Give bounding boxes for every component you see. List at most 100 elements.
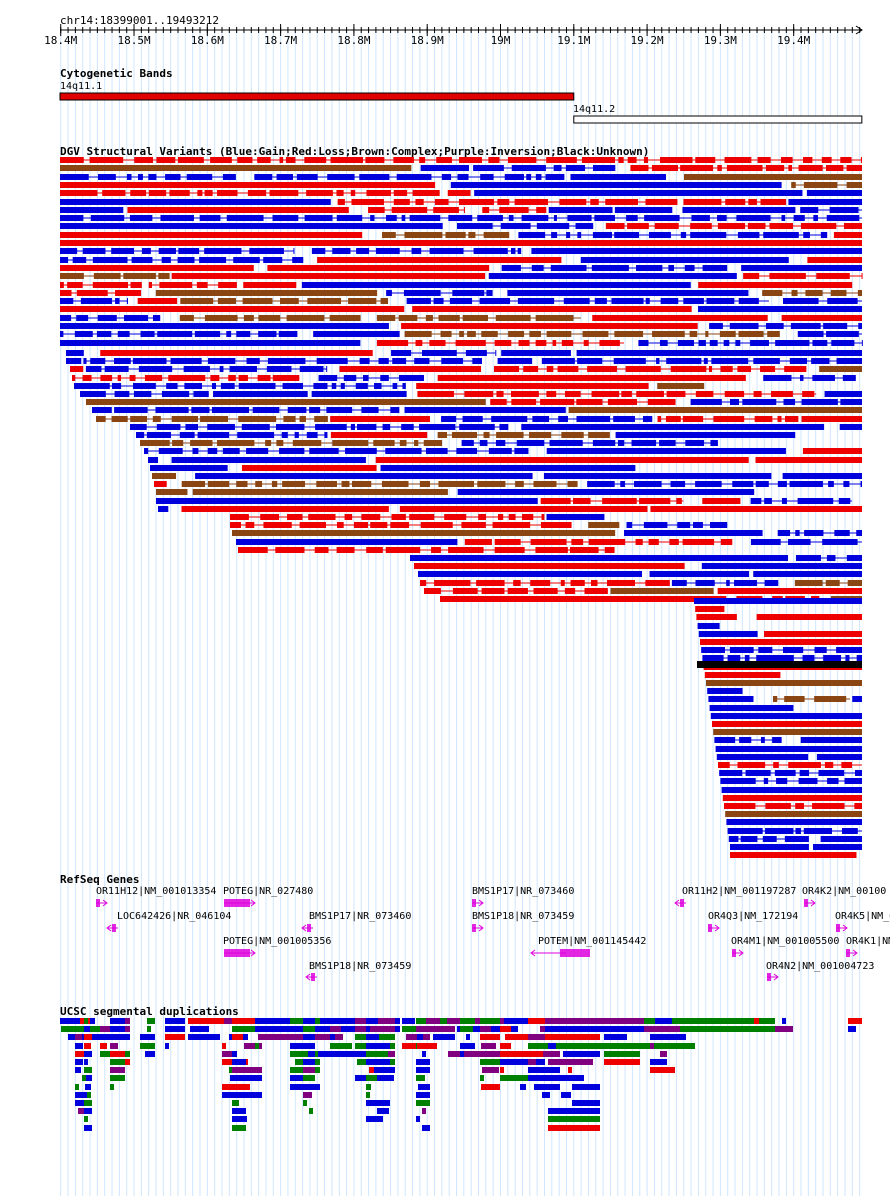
dgv-gain-variant — [802, 655, 815, 661]
segdup-red-feature — [369, 1067, 374, 1073]
dgv-gain-variant — [645, 298, 650, 304]
dgv-loss-variant — [569, 547, 599, 553]
segdup-blue-feature — [416, 1059, 430, 1065]
dgv-gain-variant — [795, 530, 800, 536]
dgv-gain-variant — [193, 391, 209, 397]
strand-arrow-icon — [738, 949, 744, 957]
dgv-gain-variant — [236, 331, 251, 337]
dgv-gain-variant — [480, 174, 494, 180]
dgv-gain-variant — [281, 432, 288, 438]
dgv-complex-variant — [156, 489, 188, 495]
dgv-loss-variant — [592, 315, 768, 321]
gene-label[interactable]: OR4K1|NM — [846, 936, 890, 947]
gene-label[interactable]: BMS1P18|NR_073459 — [309, 961, 412, 972]
segdup-red-feature — [100, 1043, 107, 1049]
dgv-gain-variant — [666, 358, 702, 364]
dgv-gain-variant — [535, 174, 542, 180]
dgv-loss-variant — [361, 514, 381, 520]
dgv-gain-variant — [111, 248, 134, 254]
strand-arrow-icon — [714, 924, 720, 932]
gene-label[interactable]: OR4M1|NM_001005500 — [731, 936, 840, 947]
dgv-complex-variant — [468, 232, 476, 238]
segdup-purple-feature — [416, 1026, 427, 1032]
dgv-complex-variant — [398, 315, 418, 321]
dgv-gain-variant — [592, 440, 616, 446]
gene-label[interactable]: BMS1P17|NR_073460 — [309, 911, 412, 922]
dgv-loss-variant — [559, 199, 587, 205]
segdup-blue-feature — [416, 1092, 430, 1098]
gene-label[interactable]: BMS1P17|NR_073460 — [472, 886, 575, 897]
dgv-gain-variant — [726, 580, 730, 586]
dgv-loss-variant — [584, 588, 608, 594]
dgv-gain-variant — [249, 248, 284, 254]
dgv-gain-variant — [750, 340, 769, 346]
dgv-gain-variant — [820, 232, 828, 238]
segdup-red-feature — [165, 1034, 185, 1040]
dgv-gain-variant — [374, 383, 382, 389]
dgv-gain-variant — [157, 331, 193, 337]
dgv-loss-variant — [481, 588, 505, 594]
segdup-blue-feature — [433, 1034, 455, 1040]
dgv-loss-variant — [243, 282, 297, 288]
dgv-gain-variant — [698, 631, 758, 637]
dgv-gain-variant — [136, 432, 145, 438]
dgv-gain-variant — [450, 182, 782, 188]
gene-exon — [804, 899, 808, 907]
dgv-gain-variant — [452, 290, 485, 296]
dgv-gain-variant — [199, 215, 221, 221]
gene-label[interactable]: OR4K5|NM_0 — [835, 911, 890, 922]
segdup-blue-feature — [572, 1084, 600, 1090]
dgv-loss-variant — [784, 366, 807, 372]
segdup-blue-feature — [377, 1108, 389, 1114]
position-ruler[interactable]: 18.4M 18.5M 18.6M 18.7M 18.8M 18.9M 19M 19.1M 19… — [0, 22, 890, 72]
dgv-gain-variant — [536, 223, 570, 229]
dgv-loss-variant — [785, 416, 799, 422]
gene-label[interactable]: BMS1P18|NR_073459 — [472, 911, 575, 922]
dgv-complex-variant — [438, 315, 460, 321]
segdup-blue-feature — [604, 1026, 613, 1032]
ruler-tick-label: 19.1M — [557, 34, 590, 47]
dgv-loss-variant — [339, 366, 482, 372]
gene-label[interactable]: OR4Q3|NM_172194 — [708, 911, 799, 922]
segdup-blue-feature — [416, 1116, 420, 1122]
dgv-gain-variant — [98, 174, 116, 180]
gene-label[interactable]: POTEG|NR_027480 — [223, 886, 314, 897]
gene-label[interactable]: OR11H12|NM_001013354 — [96, 886, 217, 897]
dgv-loss-variant — [130, 190, 147, 196]
dgv-complex-variant — [282, 481, 305, 487]
dgv-complex-variant — [280, 298, 299, 304]
dgv-gain-variant — [403, 290, 441, 296]
dgv-loss-variant — [760, 199, 787, 205]
gene-label[interactable]: LOC642426|NR_046104 — [117, 911, 232, 922]
dgv-loss-variant — [812, 803, 845, 809]
dgv-complex-variant — [791, 290, 798, 296]
dgv-loss-variant — [144, 375, 163, 381]
dgv-gain-variant — [80, 298, 112, 304]
dgv-loss-variant — [533, 588, 558, 594]
segdup-red-feature — [188, 1018, 243, 1024]
ruler-tick-label: 18.4M — [44, 34, 77, 47]
dgv-loss-variant — [247, 190, 267, 196]
gene-label[interactable]: POTEM|NM_001145442 — [538, 936, 647, 947]
gene-label[interactable]: OR4K2|NM_00100 — [802, 886, 887, 897]
dgv-loss-variant — [669, 539, 679, 545]
dgv-loss-variant — [458, 199, 494, 205]
dgv-loss-variant — [420, 580, 427, 586]
dgv-gain-variant — [194, 331, 221, 337]
dgv-gain-variant — [361, 407, 379, 413]
gene-label[interactable]: OR11H2|NM_001197287 — [682, 886, 797, 897]
dgv-loss-variant — [366, 547, 383, 553]
dgv-complex-variant — [508, 331, 525, 337]
segdup-red-feature — [110, 1051, 125, 1057]
gene-label[interactable]: OR4N2|NM_001004723 — [766, 961, 875, 972]
dgv-gain-variant — [473, 248, 508, 254]
dgv-gain-variant — [683, 298, 704, 304]
gene-label[interactable]: POTEG|NM_001005356 — [223, 936, 332, 947]
dgv-gain-variant — [814, 647, 827, 653]
dgv-loss-variant — [434, 580, 471, 586]
segdup-blue-feature — [165, 1018, 185, 1024]
dgv-loss-variant — [401, 323, 698, 329]
dgv-loss-variant — [660, 157, 693, 163]
dgv-gain-variant — [550, 265, 587, 271]
